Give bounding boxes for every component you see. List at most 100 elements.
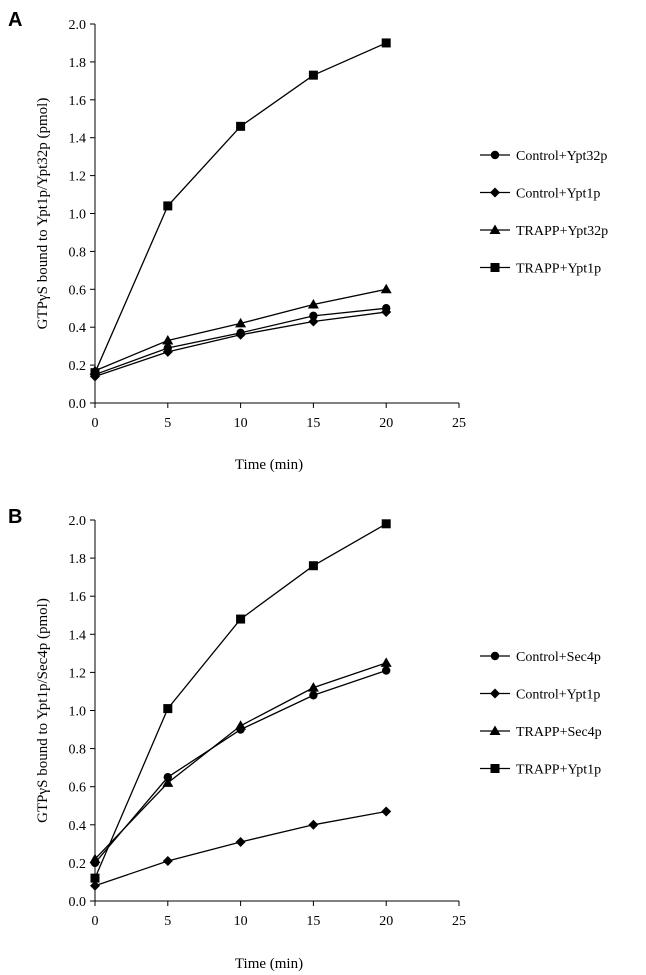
legend-label: Control+Ypt1p (516, 187, 600, 202)
legend-marker (489, 725, 501, 735)
data-point (90, 873, 100, 883)
y-tick-label: 0.6 (69, 781, 87, 796)
x-tick-label: 25 (452, 914, 466, 929)
data-point (308, 70, 318, 80)
y-tick-label: 1.2 (69, 170, 87, 185)
y-tick-label: 0.2 (69, 857, 87, 872)
data-point (309, 691, 318, 700)
legend: Control+Sec4p Control+Ypt1p TRAPP+Sec4p TRA… (480, 650, 602, 778)
legend-marker (490, 187, 500, 198)
panel-label: B (8, 506, 22, 528)
y-tick-label: 1.0 (69, 208, 87, 223)
y-tick-label: 0.0 (69, 895, 87, 910)
data-point (162, 334, 174, 345)
data-point (90, 368, 100, 378)
y-tick-label: 1.6 (69, 590, 87, 605)
legend-label: TRAPP+Ypt1p (516, 763, 601, 778)
y-tick-label: 1.4 (69, 628, 87, 643)
y-axis-label: GTPγS bound to Ypt1p/Sec4p (pmol) (35, 598, 51, 823)
legend-item: TRAPP+Sec4p (480, 725, 602, 740)
chart-panel-b: B 0.0 0.2 0.4 0.6 0.8 1.0 1.2 1.4 1.6 1.8 2.0 0 5 10 15… (8, 506, 602, 972)
y-tick-label: 2.0 (69, 514, 87, 529)
legend-label: TRAPP+Ypt32p (516, 224, 608, 239)
data-point (236, 614, 246, 624)
data-point (163, 201, 173, 211)
legend-marker (490, 150, 500, 160)
legend-item: Control+Sec4p (480, 650, 601, 665)
y-tick-label: 2.0 (69, 18, 87, 33)
data-point (235, 836, 246, 847)
data-point (162, 777, 174, 787)
x-axis-label: Time (min) (235, 457, 303, 473)
y-tick-label: 1.0 (69, 705, 87, 720)
series-line (94, 523, 387, 879)
x-tick-label: 20 (379, 914, 393, 929)
x-tick-label: 20 (379, 416, 393, 431)
legend-label: Control+Sec4p (516, 650, 601, 665)
data-point (163, 704, 173, 714)
legend-marker (489, 224, 501, 234)
chart-panel-a: A 0.0 0.2 0.4 0.6 0.8 1.0 1.2 1.4 1.6 1.8 2.0 0 5 10 15… (8, 9, 608, 473)
data-point (307, 682, 319, 692)
x-tick-label: 0 (92, 416, 99, 431)
legend-marker (490, 263, 500, 272)
legend: Control+Ypt32p Control+Ypt1p TRAPP+Ypt32p T… (480, 149, 608, 277)
legend-marker (490, 651, 500, 661)
series-control-ypt1p (90, 806, 392, 891)
data-point (382, 666, 391, 675)
series-trapp-ypt1p (90, 519, 391, 883)
series-control-ypt32p (90, 304, 391, 379)
data-point (235, 317, 247, 328)
y-tick-label: 0.8 (69, 743, 87, 758)
legend-item: TRAPP+Ypt1p (480, 763, 601, 778)
data-point (308, 819, 319, 830)
data-point (235, 329, 246, 340)
legend-item: Control+Ypt1p (480, 187, 600, 202)
data-point (380, 657, 392, 667)
y-tick-label: 0.4 (69, 321, 87, 336)
x-tick-label: 10 (234, 914, 248, 929)
y-tick-label: 0.2 (69, 359, 87, 374)
legend-item: TRAPP+Ypt32p (480, 224, 608, 239)
y-tick-label: 1.6 (69, 94, 87, 109)
x-tick-label: 5 (164, 914, 171, 929)
data-point (381, 307, 392, 318)
y-tick-label: 0.4 (69, 819, 87, 834)
y-tick-label: 0.0 (69, 397, 87, 412)
y-tick-label: 0.8 (69, 245, 87, 260)
data-point (381, 806, 392, 817)
x-axis-label: Time (min) (235, 956, 303, 972)
data-point (89, 853, 101, 864)
series-line (94, 810, 387, 887)
x-tick-label: 15 (306, 416, 320, 431)
data-point (381, 519, 391, 529)
y-tick-label: 1.8 (69, 552, 87, 567)
legend-label: TRAPP+Sec4p (516, 725, 602, 740)
y-tick-label: 1.8 (69, 56, 87, 71)
x-tick-label: 25 (452, 416, 466, 431)
data-point (381, 38, 391, 48)
legend-label: TRAPP+Ypt1p (516, 262, 601, 277)
x-tick-label: 0 (92, 914, 99, 929)
y-tick-label: 1.4 (69, 132, 87, 147)
data-point (162, 346, 173, 357)
data-point (307, 298, 319, 309)
y-axis-label: GTPγS bound to Ypt1p/Ypt32p (pmol) (35, 98, 51, 330)
legend-label: Control+Ypt1p (516, 688, 600, 703)
data-point (308, 561, 318, 571)
data-point (309, 311, 318, 321)
y-tick-label: 1.2 (69, 666, 87, 681)
data-point (163, 772, 172, 782)
legend-marker (490, 688, 500, 699)
legend-item: Control+Ypt1p (480, 688, 600, 703)
series-line (94, 669, 387, 864)
y-tick-label: 0.6 (69, 283, 87, 298)
series-line (94, 662, 387, 860)
series-trapp-ypt1p (90, 38, 391, 378)
legend-item: TRAPP+Ypt1p (480, 262, 601, 277)
data-point (90, 880, 100, 891)
data-point (236, 121, 246, 131)
data-point (380, 283, 392, 294)
x-tick-label: 15 (306, 914, 320, 929)
